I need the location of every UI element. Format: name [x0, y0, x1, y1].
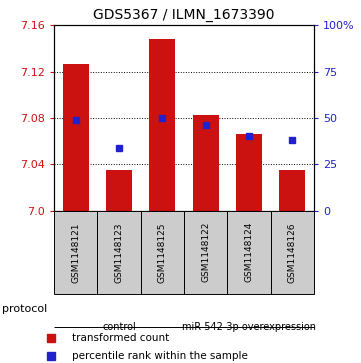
- Text: GSM1148123: GSM1148123: [115, 222, 123, 282]
- Bar: [184, 211, 227, 294]
- Bar: [106, 170, 132, 211]
- Text: GSM1148126: GSM1148126: [288, 222, 297, 282]
- Text: control: control: [102, 322, 136, 332]
- Text: transformed count: transformed count: [71, 334, 169, 343]
- Text: protocol: protocol: [2, 303, 47, 314]
- Title: GDS5367 / ILMN_1673390: GDS5367 / ILMN_1673390: [93, 8, 275, 22]
- Bar: [63, 64, 89, 211]
- Bar: [193, 114, 219, 211]
- Bar: [271, 211, 314, 294]
- Text: GSM1148122: GSM1148122: [201, 222, 210, 282]
- Bar: [97, 211, 141, 294]
- Bar: [149, 39, 175, 211]
- Text: miR-542-3p overexpression: miR-542-3p overexpression: [182, 322, 316, 332]
- Bar: [54, 211, 97, 294]
- Bar: [227, 211, 271, 294]
- Bar: [279, 170, 305, 211]
- Bar: [141, 211, 184, 294]
- Text: GSM1148124: GSM1148124: [245, 222, 253, 282]
- Text: GSM1148125: GSM1148125: [158, 222, 167, 282]
- Text: GSM1148121: GSM1148121: [71, 222, 80, 282]
- Text: percentile rank within the sample: percentile rank within the sample: [71, 351, 248, 362]
- Bar: [236, 134, 262, 211]
